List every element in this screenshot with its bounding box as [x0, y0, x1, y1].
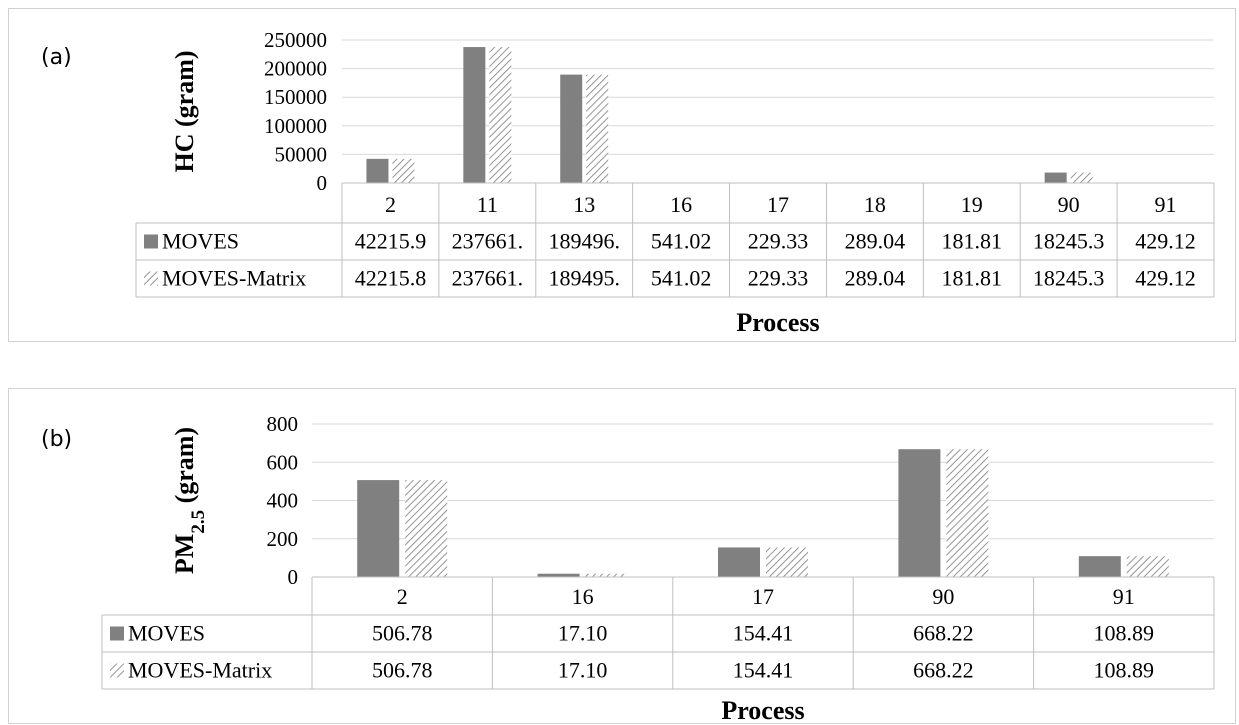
- table-cell: 229.33: [748, 266, 809, 291]
- table-cell: 181.81: [942, 266, 1003, 291]
- table-cell: 237661.: [452, 229, 524, 254]
- table-cell: 108.89: [1094, 658, 1155, 683]
- bar-moves: [560, 74, 583, 183]
- table-cell: 181.81: [942, 229, 1003, 254]
- table-cell: 429.12: [1135, 266, 1196, 291]
- panel-label-b: (b): [41, 427, 73, 452]
- bar-moves: [357, 480, 400, 577]
- table-cell: 18245.3: [1033, 266, 1105, 291]
- y-tick-label: 200000: [264, 57, 327, 81]
- legend-key: [110, 663, 124, 678]
- category-label: 91: [1155, 192, 1177, 217]
- table-cell: 42215.9: [355, 229, 427, 254]
- y-tick-label: 150000: [264, 85, 327, 109]
- table-cell: 154.41: [733, 658, 794, 683]
- table-cell: 506.78: [372, 658, 433, 683]
- bar-moves-matrix: [1126, 556, 1169, 577]
- table-cell: 429.12: [1135, 229, 1196, 254]
- legend-label: MOVES: [162, 229, 239, 254]
- bar-moves: [537, 573, 580, 577]
- y-axis-title: HC (gram): [170, 50, 199, 172]
- bar-moves: [898, 449, 941, 577]
- category-label: 16: [670, 192, 692, 217]
- chart-b-svg: 800 600 400 200 0 PM2.5 (gram) 2 16 17 90 91 MOVES 5…: [101, 412, 1215, 725]
- bar-moves: [463, 47, 486, 183]
- y-tick-label: 0: [288, 565, 299, 589]
- y-tick-label: 50000: [275, 142, 328, 166]
- table-cell: 189495.: [548, 266, 620, 291]
- y-tick-label: 400: [267, 489, 299, 513]
- table-cell: 506.78: [372, 621, 433, 646]
- y-tick-label: 800: [267, 412, 299, 436]
- category-label: 16: [572, 584, 594, 609]
- panel-label-a: (a): [41, 45, 72, 70]
- category-label: 17: [752, 584, 774, 609]
- y-tick-label: 250000: [264, 28, 327, 52]
- bar-moves-matrix: [1070, 172, 1093, 183]
- table-cell: 668.22: [913, 621, 974, 646]
- category-label: 13: [573, 192, 595, 217]
- table-cell: 18245.3: [1033, 229, 1105, 254]
- x-axis-title: Process: [736, 308, 819, 337]
- table-cell: 42215.8: [355, 266, 427, 291]
- table-cell: 237661.: [452, 266, 524, 291]
- y-axis-title-subscript: 2.5: [188, 510, 209, 534]
- table-cell: 17.10: [558, 621, 608, 646]
- bar-moves-matrix: [489, 47, 512, 183]
- bar-moves-matrix: [766, 547, 808, 577]
- legend-key: [144, 271, 158, 286]
- bar-moves-matrix: [946, 449, 989, 577]
- table-cell: 154.41: [733, 621, 794, 646]
- category-label: 18: [864, 192, 886, 217]
- category-label: 91: [1113, 584, 1135, 609]
- y-tick-label: 0: [317, 171, 328, 195]
- y-tick-label: 600: [267, 450, 299, 474]
- category-label: 2: [385, 192, 396, 217]
- table-cell: 108.89: [1094, 621, 1155, 646]
- y-tick-label: 200: [267, 527, 299, 551]
- legend-key: [144, 234, 158, 249]
- x-axis-title: Process: [721, 696, 804, 725]
- y-axis-title-suffix: (gram): [170, 427, 199, 510]
- legend-label: MOVES-Matrix: [162, 266, 306, 291]
- table-cell: 17.10: [558, 658, 608, 683]
- chart-panel-b: (b) 800 600 400 200 0 PM2.5 (gram) 2 16 17 90 91 MO…: [8, 388, 1236, 725]
- bar-moves-matrix: [586, 74, 609, 183]
- table-cell: 668.22: [913, 658, 974, 683]
- bar-moves-matrix: [405, 480, 448, 577]
- category-label: 2: [397, 584, 408, 609]
- bar-moves-matrix: [392, 158, 415, 183]
- legend-key: [110, 626, 124, 641]
- y-axis-title: PM2.5 (gram): [170, 427, 209, 574]
- table-cell: 289.04: [845, 229, 906, 254]
- bar-moves: [718, 547, 760, 577]
- category-label: 90: [932, 584, 954, 609]
- bar-moves: [1078, 556, 1121, 577]
- chart-panel-a: (a) 250000 200000 150000 100000 50000 0 HC (gr…: [8, 8, 1236, 342]
- legend-label: MOVES-Matrix: [128, 658, 272, 683]
- chart-a-svg: 250000 200000 150000 100000 50000 0 HC (gram) 2…: [135, 28, 1215, 337]
- category-label: 19: [961, 192, 983, 217]
- table-cell: 229.33: [748, 229, 809, 254]
- table-cell: 189496.: [548, 229, 620, 254]
- y-tick-label: 100000: [264, 114, 327, 138]
- bar-moves: [1044, 172, 1067, 183]
- category-label: 11: [477, 192, 498, 217]
- category-label: 17: [767, 192, 789, 217]
- table-cell: 541.02: [651, 229, 712, 254]
- table-cell: 289.04: [845, 266, 906, 291]
- category-label: 90: [1058, 192, 1080, 217]
- bar-moves: [366, 158, 389, 183]
- bar-moves-matrix: [585, 573, 628, 577]
- table-cell: 541.02: [651, 266, 712, 291]
- legend-label: MOVES: [128, 621, 205, 646]
